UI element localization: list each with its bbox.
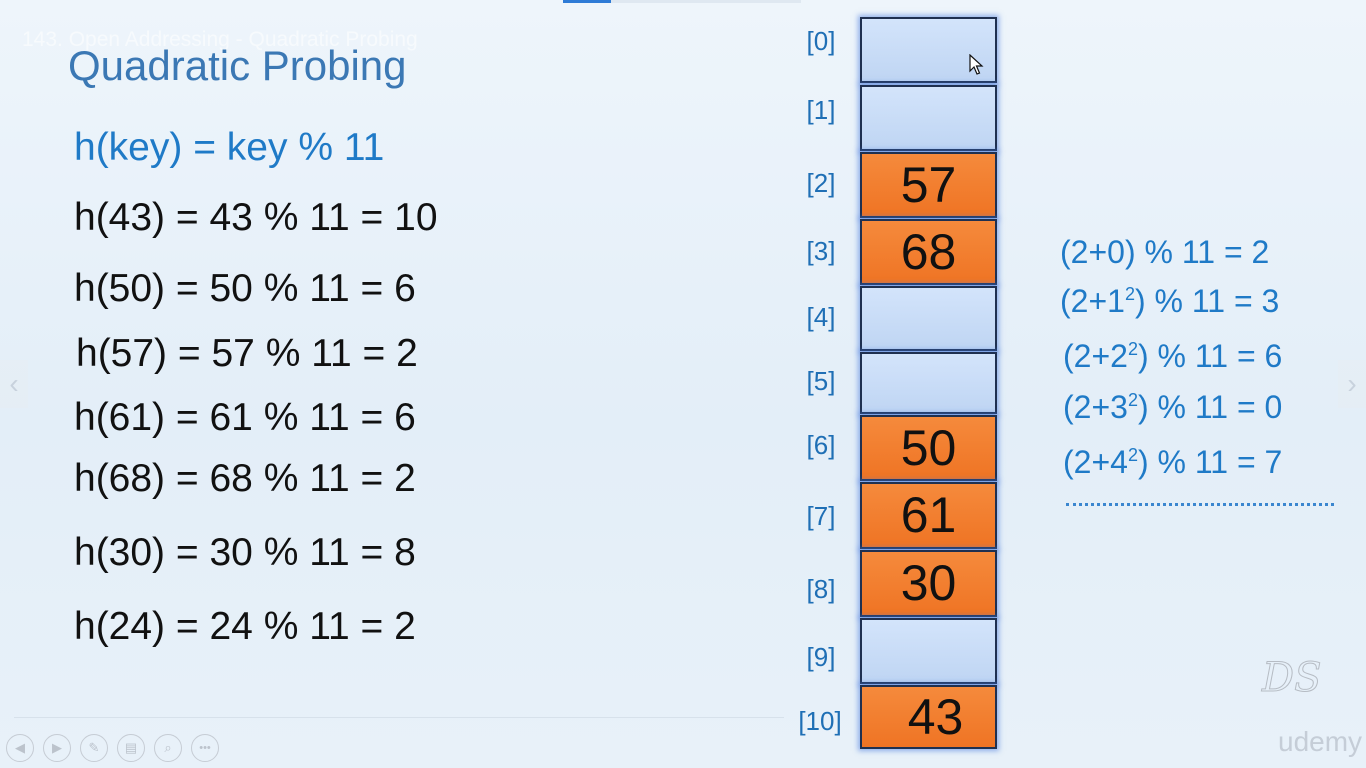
table-index-label: [7] [806, 501, 836, 531]
probe-suffix: ) % 11 = 7 [1137, 444, 1283, 480]
hash-calculation-line: h(68) = 68 % 11 = 2 [74, 457, 416, 500]
ds-logo-watermark: DS [1261, 655, 1322, 702]
table-index-label: [6] [806, 430, 836, 460]
table-index-label: [1] [806, 95, 836, 125]
probe-suffix: ) % 11 = 3 [1134, 283, 1280, 319]
prev-slide-button[interactable]: ◀ [6, 734, 34, 762]
player-controls: ◀ ▶ ✎ ▤ ⌕ ••• [6, 732, 219, 764]
probe-prefix: (2+1 [1060, 283, 1125, 319]
nav-left-icon[interactable]: ‹ [0, 360, 28, 408]
table-index-label: [4] [806, 302, 836, 332]
probe-prefix: (2+3 [1063, 389, 1128, 425]
table-index-label: [8] [806, 574, 836, 604]
probe-prefix: (2+4 [1063, 444, 1128, 480]
probe-equation: (2+22) % 11 = 6 [1063, 338, 1282, 375]
hash-function-formula: h(key) = key % 11 [74, 126, 385, 169]
video-timeline[interactable] [14, 717, 784, 718]
slide-title: Quadratic Probing [68, 42, 407, 89]
hash-calculation-line: h(30) = 30 % 11 = 8 [74, 531, 416, 574]
pen-tool-button[interactable]: ✎ [80, 734, 108, 762]
hash-table-cell: 30 [860, 550, 997, 617]
video-progress-track[interactable] [611, 0, 801, 3]
hash-table-cell [860, 618, 997, 684]
table-index-label: [3] [806, 236, 836, 266]
probe-exponent: 2 [1124, 284, 1135, 304]
hash-table-cell: 43 [860, 685, 997, 749]
probe-equation: (2+12) % 11 = 3 [1060, 283, 1279, 320]
hash-table-cell [860, 17, 997, 83]
udemy-logo-watermark: udemy [1278, 726, 1363, 757]
zoom-button[interactable]: ⌕ [154, 734, 182, 762]
lecture-title: 143. Open Addressing - Quadratic Probing [22, 28, 418, 51]
table-index-label: [2] [806, 168, 836, 198]
table-index-label: [5] [806, 366, 836, 396]
table-index-label: [0] [806, 26, 836, 56]
more-options-button[interactable]: ••• [191, 734, 219, 762]
hash-calculation-line: h(57) = 57 % 11 = 2 [76, 332, 418, 375]
hash-calculation-line: h(24) = 24 % 11 = 2 [74, 605, 416, 648]
probe-prefix: (2+0) % 11 = 2 [1060, 234, 1270, 270]
video-progress-bar[interactable] [563, 0, 611, 3]
hash-calculation-line: h(50) = 50 % 11 = 6 [74, 267, 416, 310]
probe-equation: (2+42) % 11 = 7 [1063, 444, 1282, 481]
hash-calculation-line: h(43) = 43 % 11 = 10 [74, 196, 438, 239]
table-index-label: [10] [798, 706, 842, 736]
hash-table-cell [860, 85, 997, 151]
hash-table-cell: 50 [860, 415, 997, 481]
hash-calculation-line: h(61) = 61 % 11 = 6 [74, 396, 416, 439]
probe-suffix: ) % 11 = 6 [1137, 338, 1283, 374]
next-slide-button[interactable]: ▶ [43, 734, 71, 762]
probe-suffix: ) % 11 = 0 [1137, 389, 1283, 425]
hash-table-cell [860, 352, 997, 414]
table-index-label: [9] [806, 642, 836, 672]
mouse-pointer-icon [969, 54, 984, 75]
slide-sorter-button[interactable]: ▤ [117, 734, 145, 762]
probe-exponent: 2 [1127, 445, 1138, 465]
probe-exponent: 2 [1127, 339, 1138, 359]
probe-exponent: 2 [1127, 390, 1138, 410]
continuation-dots [1066, 503, 1334, 506]
hash-table-cell: 57 [860, 152, 997, 218]
hash-table-cell: 68 [860, 219, 997, 285]
probe-equation: (2+0) % 11 = 2 [1060, 234, 1269, 271]
probe-prefix: (2+2 [1063, 338, 1128, 374]
probe-equation: (2+32) % 11 = 0 [1063, 389, 1282, 426]
hash-table-cell: 61 [860, 482, 997, 549]
hash-table-cell [860, 286, 997, 351]
nav-right-icon[interactable]: › [1338, 360, 1366, 408]
